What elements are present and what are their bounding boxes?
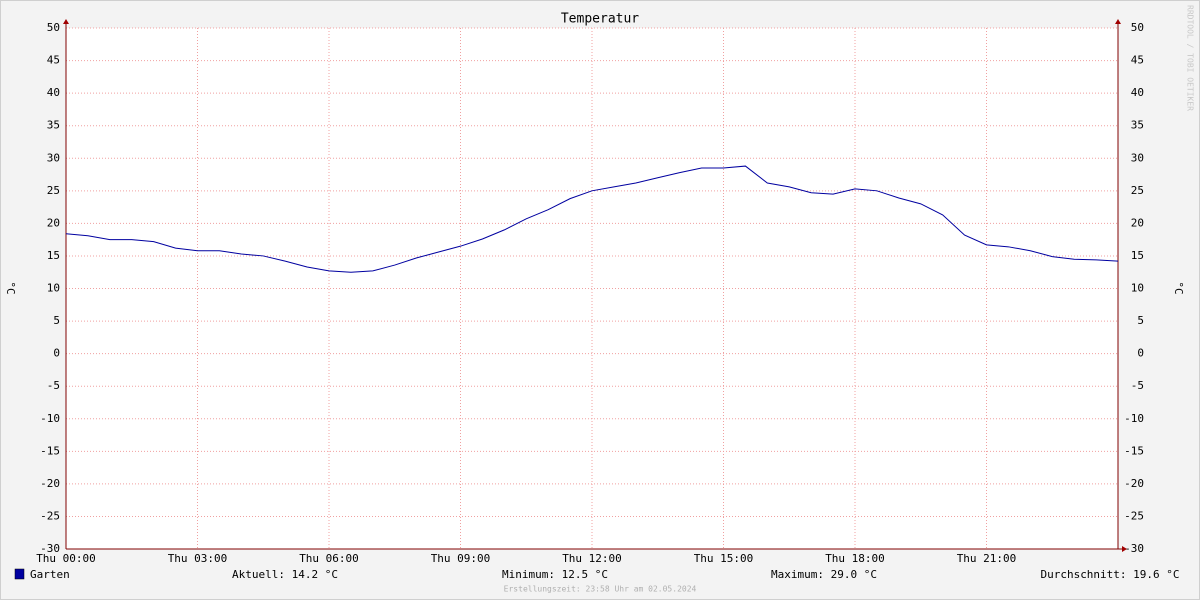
- y-tick-label: -20: [40, 477, 60, 490]
- y-axis-label: °C: [4, 281, 17, 294]
- x-tick-label: Thu 18:00: [825, 552, 885, 565]
- y-tick-label: 30: [47, 151, 60, 164]
- y2-tick-label: 30: [1131, 151, 1144, 164]
- x-tick-label: Thu 21:00: [957, 552, 1017, 565]
- y2-tick-label: 10: [1131, 282, 1144, 295]
- x-tick-label: Thu 03:00: [168, 552, 228, 565]
- x-tick-label: Thu 09:00: [431, 552, 491, 565]
- chart-title: Temperatur: [561, 12, 639, 27]
- y2-tick-label: 45: [1131, 54, 1144, 67]
- axis-arrow: [1115, 19, 1121, 24]
- y2-tick-label: 35: [1131, 119, 1144, 132]
- y2-tick-label: 0: [1137, 347, 1144, 360]
- y-tick-label: 50: [47, 21, 60, 34]
- y2-tick-label: 5: [1137, 314, 1144, 327]
- y2-tick-label: -5: [1131, 379, 1144, 392]
- y-tick-label: 20: [47, 216, 60, 229]
- y2-tick-label: 25: [1131, 184, 1144, 197]
- stat: Durchschnitt: 19.6 °C: [1040, 568, 1179, 581]
- y2-tick-label: -30: [1124, 542, 1144, 555]
- x-tick-label: Thu 00:00: [36, 552, 96, 565]
- y2-axis-label: °C: [1172, 281, 1185, 294]
- data-line: [65, 165, 1119, 273]
- legend-swatch: [14, 568, 25, 580]
- y-tick-label: 0: [53, 347, 60, 360]
- y-tick-label: 45: [47, 54, 60, 67]
- y-tick-label: -5: [47, 379, 60, 392]
- y2-tick-label: -15: [1124, 444, 1144, 457]
- y-tick-label: -10: [40, 412, 60, 425]
- stat: Minimum: 12.5 °C: [502, 568, 608, 581]
- y-tick-label: 35: [47, 119, 60, 132]
- stat: Aktuell: 14.2 °C: [232, 568, 338, 581]
- y-tick-label: 40: [47, 86, 60, 99]
- footer: Erstellungszeit: 23:58 Uhr am 02.05.2024: [504, 585, 697, 594]
- y2-tick-label: -10: [1124, 412, 1144, 425]
- y-tick-label: -30: [40, 542, 60, 555]
- x-tick-label: Thu 12:00: [562, 552, 622, 565]
- y-tick-label: -15: [40, 444, 60, 457]
- x-tick-label: Thu 15:00: [694, 552, 754, 565]
- y-tick-label: -25: [40, 509, 60, 522]
- watermark: RRDTOOL / TOBI OETIKER: [1186, 5, 1195, 111]
- y-tick-label: 5: [53, 314, 60, 327]
- y2-tick-label: 15: [1131, 249, 1144, 262]
- y2-tick-label: 50: [1131, 21, 1144, 34]
- x-tick-label: Thu 06:00: [299, 552, 359, 565]
- y-tick-label: 25: [47, 184, 60, 197]
- y-tick-label: 10: [47, 282, 60, 295]
- legend-label: Garten: [30, 568, 70, 581]
- y-tick-label: 15: [47, 249, 60, 262]
- stat: Maximum: 29.0 °C: [771, 568, 877, 581]
- y2-tick-label: -20: [1124, 477, 1144, 490]
- axis-arrow: [1122, 546, 1127, 552]
- axis-arrow: [63, 19, 69, 24]
- y2-tick-label: -25: [1124, 509, 1144, 522]
- y2-tick-label: 40: [1131, 86, 1144, 99]
- y2-tick-label: 20: [1131, 216, 1144, 229]
